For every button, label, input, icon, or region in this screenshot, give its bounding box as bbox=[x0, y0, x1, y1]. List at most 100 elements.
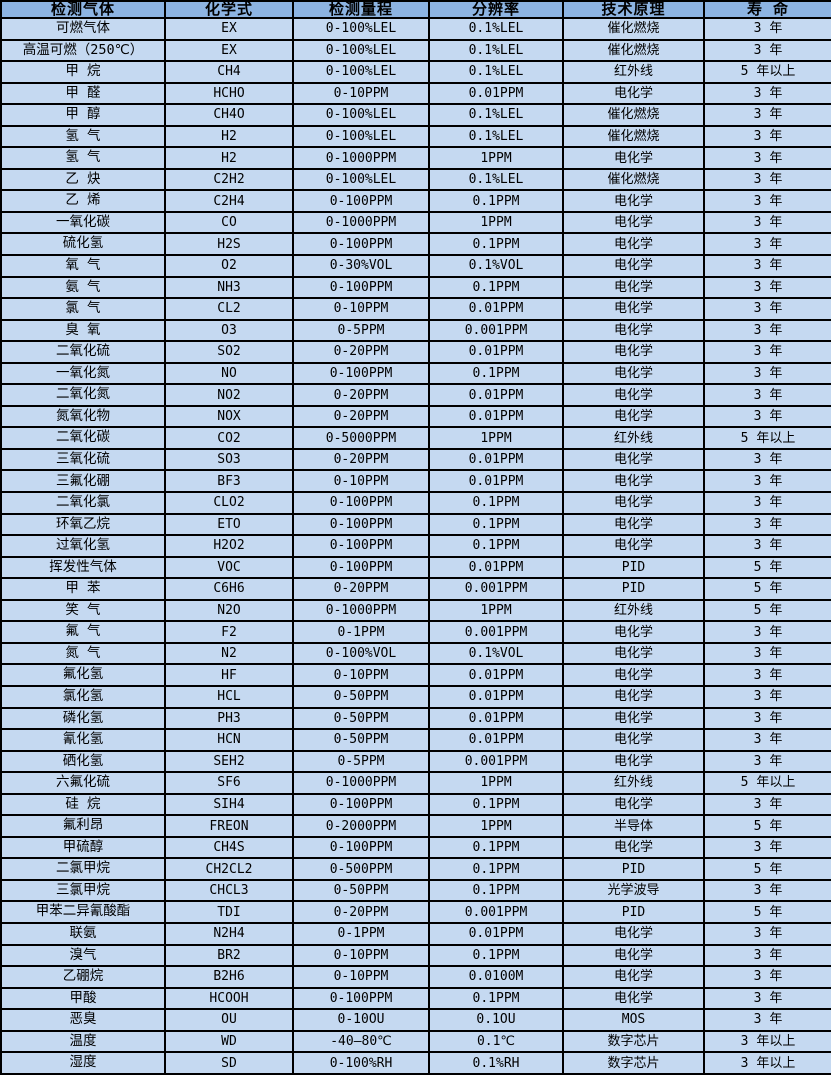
cell-range: -40—80℃ bbox=[292, 1029, 430, 1054]
cell-principle: 电化学 bbox=[562, 620, 705, 644]
cell-formula: HCHO bbox=[164, 81, 294, 106]
cell-formula: ETO bbox=[164, 512, 294, 537]
table-row: 乙 烯 C2H4 0-100PPM 0.1PPM 电化学 3 年 bbox=[0, 189, 831, 213]
cell-lifespan: 3 年 bbox=[703, 189, 831, 213]
cell-resolution: 0.1%LEL bbox=[428, 167, 564, 192]
cell-gas: 联氨 bbox=[0, 921, 166, 946]
table-row: 氮氧化物 NOX 0-20PPM 0.01PPM 电化学 3 年 bbox=[0, 404, 831, 429]
cell-resolution: 0.1PPM bbox=[428, 189, 564, 213]
cell-range: 0-2000PPM bbox=[292, 814, 430, 838]
cell-lifespan: 3 年 bbox=[703, 297, 831, 321]
cell-gas: 氢 气 bbox=[0, 146, 166, 170]
cell-resolution: 0.1%VOL bbox=[428, 641, 564, 666]
cell-lifespan: 3 年以上 bbox=[703, 1051, 831, 1075]
cell-gas: 氧 气 bbox=[0, 254, 166, 278]
cell-formula: N2H4 bbox=[164, 921, 294, 946]
table-row: 氮 气 N2 0-100%VOL 0.1%VOL 电化学 3 年 bbox=[0, 641, 831, 666]
cell-lifespan: 5 年 bbox=[703, 598, 831, 623]
cell-principle: 电化学 bbox=[562, 792, 705, 817]
cell-principle: 电化学 bbox=[562, 81, 705, 106]
cell-formula: HCOOH bbox=[164, 986, 294, 1011]
cell-gas: 氯 气 bbox=[0, 297, 166, 321]
cell-gas: 乙硼烷 bbox=[0, 965, 166, 989]
cell-resolution: 0.01PPM bbox=[428, 404, 564, 429]
cell-range: 0-10PPM bbox=[292, 943, 430, 968]
cell-principle: PID bbox=[562, 857, 705, 881]
cell-principle: 催化燃烧 bbox=[562, 167, 705, 192]
table-row: 氯化氢 HCL 0-50PPM 0.01PPM 电化学 3 年 bbox=[0, 684, 831, 709]
cell-lifespan: 5 年以上 bbox=[703, 771, 831, 795]
cell-gas: 恶臭 bbox=[0, 1008, 166, 1032]
cell-lifespan: 3 年 bbox=[703, 921, 831, 946]
cell-resolution: 0.1PPM bbox=[428, 491, 564, 515]
cell-formula: CH4O bbox=[164, 103, 294, 127]
cell-principle: 电化学 bbox=[562, 684, 705, 709]
cell-formula: O2 bbox=[164, 254, 294, 278]
cell-lifespan: 3 年 bbox=[703, 1008, 831, 1032]
cell-resolution: 0.1PPM bbox=[428, 275, 564, 300]
cell-gas: 六氟化硫 bbox=[0, 771, 166, 795]
cell-principle: 电化学 bbox=[562, 146, 705, 170]
table-row: 硅 烷 SIH4 0-100PPM 0.1PPM 电化学 3 年 bbox=[0, 792, 831, 817]
cell-resolution: 0.1℃ bbox=[428, 1029, 564, 1054]
cell-principle: 半导体 bbox=[562, 814, 705, 838]
cell-lifespan: 3 年 bbox=[703, 361, 831, 386]
cell-lifespan: 5 年 bbox=[703, 857, 831, 881]
cell-lifespan: 3 年 bbox=[703, 684, 831, 709]
cell-lifespan: 3 年 bbox=[703, 878, 831, 903]
cell-gas: 溴气 bbox=[0, 943, 166, 968]
cell-gas: 氮 气 bbox=[0, 641, 166, 666]
cell-resolution: 0.001PPM bbox=[428, 749, 564, 774]
cell-gas: 挥发性气体 bbox=[0, 555, 166, 580]
table-row: 恶臭 OU 0-10OU 0.1OU MOS 3 年 bbox=[0, 1008, 831, 1032]
cell-range: 0-1PPM bbox=[292, 620, 430, 644]
cell-resolution: 1PPM bbox=[428, 771, 564, 795]
cell-formula: B2H6 bbox=[164, 965, 294, 989]
cell-principle: 数字芯片 bbox=[562, 1051, 705, 1075]
table-row: 笑 气 N2O 0-1000PPM 1PPM 红外线 5 年 bbox=[0, 598, 831, 623]
cell-resolution: 0.1PPM bbox=[428, 943, 564, 968]
cell-gas: 甲 醛 bbox=[0, 81, 166, 106]
cell-lifespan: 3 年 bbox=[703, 835, 831, 860]
column-header-resolution: 分辨率 bbox=[428, 0, 564, 19]
cell-formula: SO3 bbox=[164, 447, 294, 472]
cell-principle: 电化学 bbox=[562, 921, 705, 946]
cell-resolution: 0.01PPM bbox=[428, 469, 564, 494]
cell-gas: 甲酸 bbox=[0, 986, 166, 1011]
cell-formula: EX bbox=[164, 38, 294, 63]
cell-gas: 氟 气 bbox=[0, 620, 166, 644]
cell-gas: 二氧化氯 bbox=[0, 491, 166, 515]
table-row: 可燃气体 EX 0-100%LEL 0.1%LEL 催化燃烧 3 年 bbox=[0, 17, 831, 41]
cell-range: 0-20PPM bbox=[292, 404, 430, 429]
cell-formula: SO2 bbox=[164, 340, 294, 364]
cell-formula: NO bbox=[164, 361, 294, 386]
cell-lifespan: 3 年 bbox=[703, 620, 831, 644]
column-header-principle: 技术原理 bbox=[562, 0, 705, 19]
cell-principle: MOS bbox=[562, 1008, 705, 1032]
table-row: 甲 烷 CH4 0-100%LEL 0.1%LEL 红外线 5 年以上 bbox=[0, 60, 831, 84]
cell-principle: 催化燃烧 bbox=[562, 17, 705, 41]
cell-principle: 电化学 bbox=[562, 340, 705, 364]
cell-lifespan: 3 年 bbox=[703, 965, 831, 989]
cell-range: 0-100PPM bbox=[292, 232, 430, 256]
cell-principle: 电化学 bbox=[562, 361, 705, 386]
cell-gas: 三氧化硫 bbox=[0, 447, 166, 472]
cell-gas: 硫化氢 bbox=[0, 232, 166, 256]
cell-gas: 三氟化硼 bbox=[0, 469, 166, 494]
table-row: 氰化氢 HCN 0-50PPM 0.01PPM 电化学 3 年 bbox=[0, 728, 831, 752]
cell-range: 0-100PPM bbox=[292, 189, 430, 213]
cell-resolution: 0.01PPM bbox=[428, 728, 564, 752]
cell-gas: 二氧化氮 bbox=[0, 383, 166, 407]
column-header-formula: 化学式 bbox=[164, 0, 294, 19]
cell-lifespan: 5 年 bbox=[703, 577, 831, 601]
table-row: 氢 气 H2 0-1000PPM 1PPM 电化学 3 年 bbox=[0, 146, 831, 170]
cell-lifespan: 3 年 bbox=[703, 210, 831, 235]
cell-formula: SIH4 bbox=[164, 792, 294, 817]
cell-lifespan: 3 年 bbox=[703, 512, 831, 537]
cell-lifespan: 5 年以上 bbox=[703, 426, 831, 450]
cell-range: 0-50PPM bbox=[292, 878, 430, 903]
cell-principle: 电化学 bbox=[562, 275, 705, 300]
cell-range: 0-10PPM bbox=[292, 663, 430, 687]
cell-range: 0-20PPM bbox=[292, 900, 430, 924]
cell-range: 0-100PPM bbox=[292, 275, 430, 300]
